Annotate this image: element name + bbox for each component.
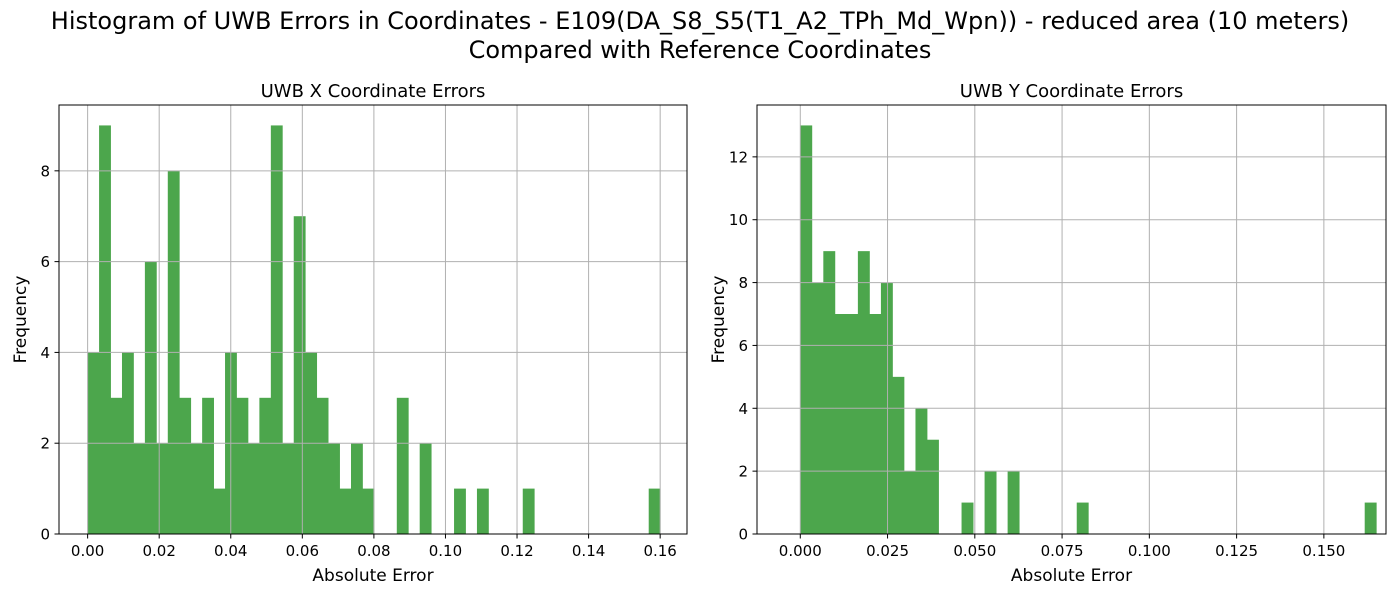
y-errors-bar [1364,502,1377,534]
x-errors-bar [350,443,363,534]
x-errors-x-tick-label: 0.14 [572,542,605,560]
x-errors-bar [190,443,203,534]
x-errors-bar [293,216,306,534]
x-errors-y-tick-label: 4 [40,344,50,362]
x-errors-bar [144,261,157,534]
y-errors-x-tick-label: 0.075 [1041,542,1084,560]
x-errors-bar [202,397,214,534]
figure-title-line-2: Compared with Reference Coordinates [468,36,932,64]
x-errors-y-axis-label: Frequency [11,276,31,364]
x-errors-bar [282,443,295,534]
x-errors-bar [476,488,489,534]
y-errors-bar [892,376,905,534]
x-errors-x-tick-label: 0.08 [357,542,390,560]
y-errors-bar [800,125,813,534]
y-errors-bar [869,314,882,534]
x-errors-bar [213,488,226,534]
x-errors-x-axis-label: Absolute Error [312,566,433,586]
y-errors-bar [961,502,974,534]
y-errors-y-tick-label: 6 [738,337,748,355]
x-errors-bar [454,488,466,534]
y-errors-x-tick-label: 0.125 [1215,542,1258,560]
x-errors-bar [396,397,409,534]
x-errors-bar [316,397,329,534]
x-errors-bar [362,488,375,534]
x-errors-y-tick-label: 8 [40,162,50,180]
x-errors-x-tick-label: 0.12 [500,542,533,560]
x-errors-y-tick-label: 6 [40,253,50,271]
x-errors-x-tick-label: 0.10 [429,542,462,560]
y-errors-x-tick-label: 0.000 [779,542,822,560]
x-errors-bar [247,443,260,534]
y-errors-y-axis-label: Frequency [709,276,729,364]
x-errors-bar [133,443,146,534]
x-errors-bar [339,488,352,534]
y-errors-bar [823,251,836,534]
figure-title-line-1: Histogram of UWB Errors in Coordinates -… [50,7,1350,35]
y-errors-y-tick-label: 0 [738,526,748,544]
x-errors-bar [522,488,535,534]
y-errors-bar [1007,471,1020,534]
x-errors-bar [99,125,111,534]
x-errors-axes-frame [58,104,688,535]
x-errors-bar [419,443,432,534]
y-errors-bar [857,251,870,534]
x-errors-bar [236,397,249,534]
figure-title: Histogram of UWB Errors in Coordinates -… [0,7,1400,65]
y-errors-y-tick-label: 4 [738,400,748,418]
y-errors-title: UWB Y Coordinate Errors [960,81,1183,102]
x-errors-bar [259,397,272,534]
x-errors-bar [179,397,192,534]
x-errors-x-tick-label: 0.02 [142,542,175,560]
y-errors-y-tick-label: 2 [738,463,748,481]
x-errors-y-tick-label: 0 [40,526,50,544]
x-errors-x-tick-label: 0.04 [214,542,247,560]
y-errors-y-tick-label: 8 [738,274,748,292]
x-errors-y-tick-label: 2 [40,435,50,453]
x-errors-bar [648,488,661,534]
x-errors-x-tick-label: 0.00 [71,542,104,560]
y-errors-x-tick-label: 0.050 [953,542,996,560]
x-errors-x-tick-label: 0.16 [643,542,676,560]
y-errors-bar [1076,502,1089,534]
y-errors-bar [926,439,939,534]
y-errors-x-tick-label: 0.150 [1302,542,1345,560]
y-errors-y-tick-label: 12 [729,148,748,166]
y-errors-x-tick-label: 0.100 [1128,542,1171,560]
x-errors-bar [328,443,340,534]
y-errors-x-tick-label: 0.025 [866,542,909,560]
y-errors-x-axis-label: Absolute Error [1011,566,1132,586]
y-errors-y-tick-label: 10 [729,211,748,229]
x-errors-x-tick-label: 0.06 [286,542,319,560]
y-errors-bar [846,314,859,534]
x-errors-bar [110,397,123,534]
y-errors-axes-frame [756,104,1387,535]
y-errors-bar [984,471,997,534]
x-errors-bar [156,443,169,534]
y-errors-bar [834,314,847,534]
x-errors-bar [270,125,283,534]
x-errors-title: UWB X Coordinate Errors [261,81,486,102]
y-errors-bar [903,471,916,534]
